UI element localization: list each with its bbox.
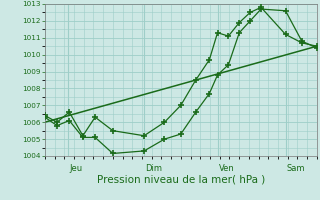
Text: Dim: Dim: [145, 164, 163, 173]
Text: Sam: Sam: [287, 164, 305, 173]
Text: Ven: Ven: [219, 164, 235, 173]
X-axis label: Pression niveau de la mer( hPa ): Pression niveau de la mer( hPa ): [97, 175, 265, 185]
Text: Jeu: Jeu: [70, 164, 83, 173]
